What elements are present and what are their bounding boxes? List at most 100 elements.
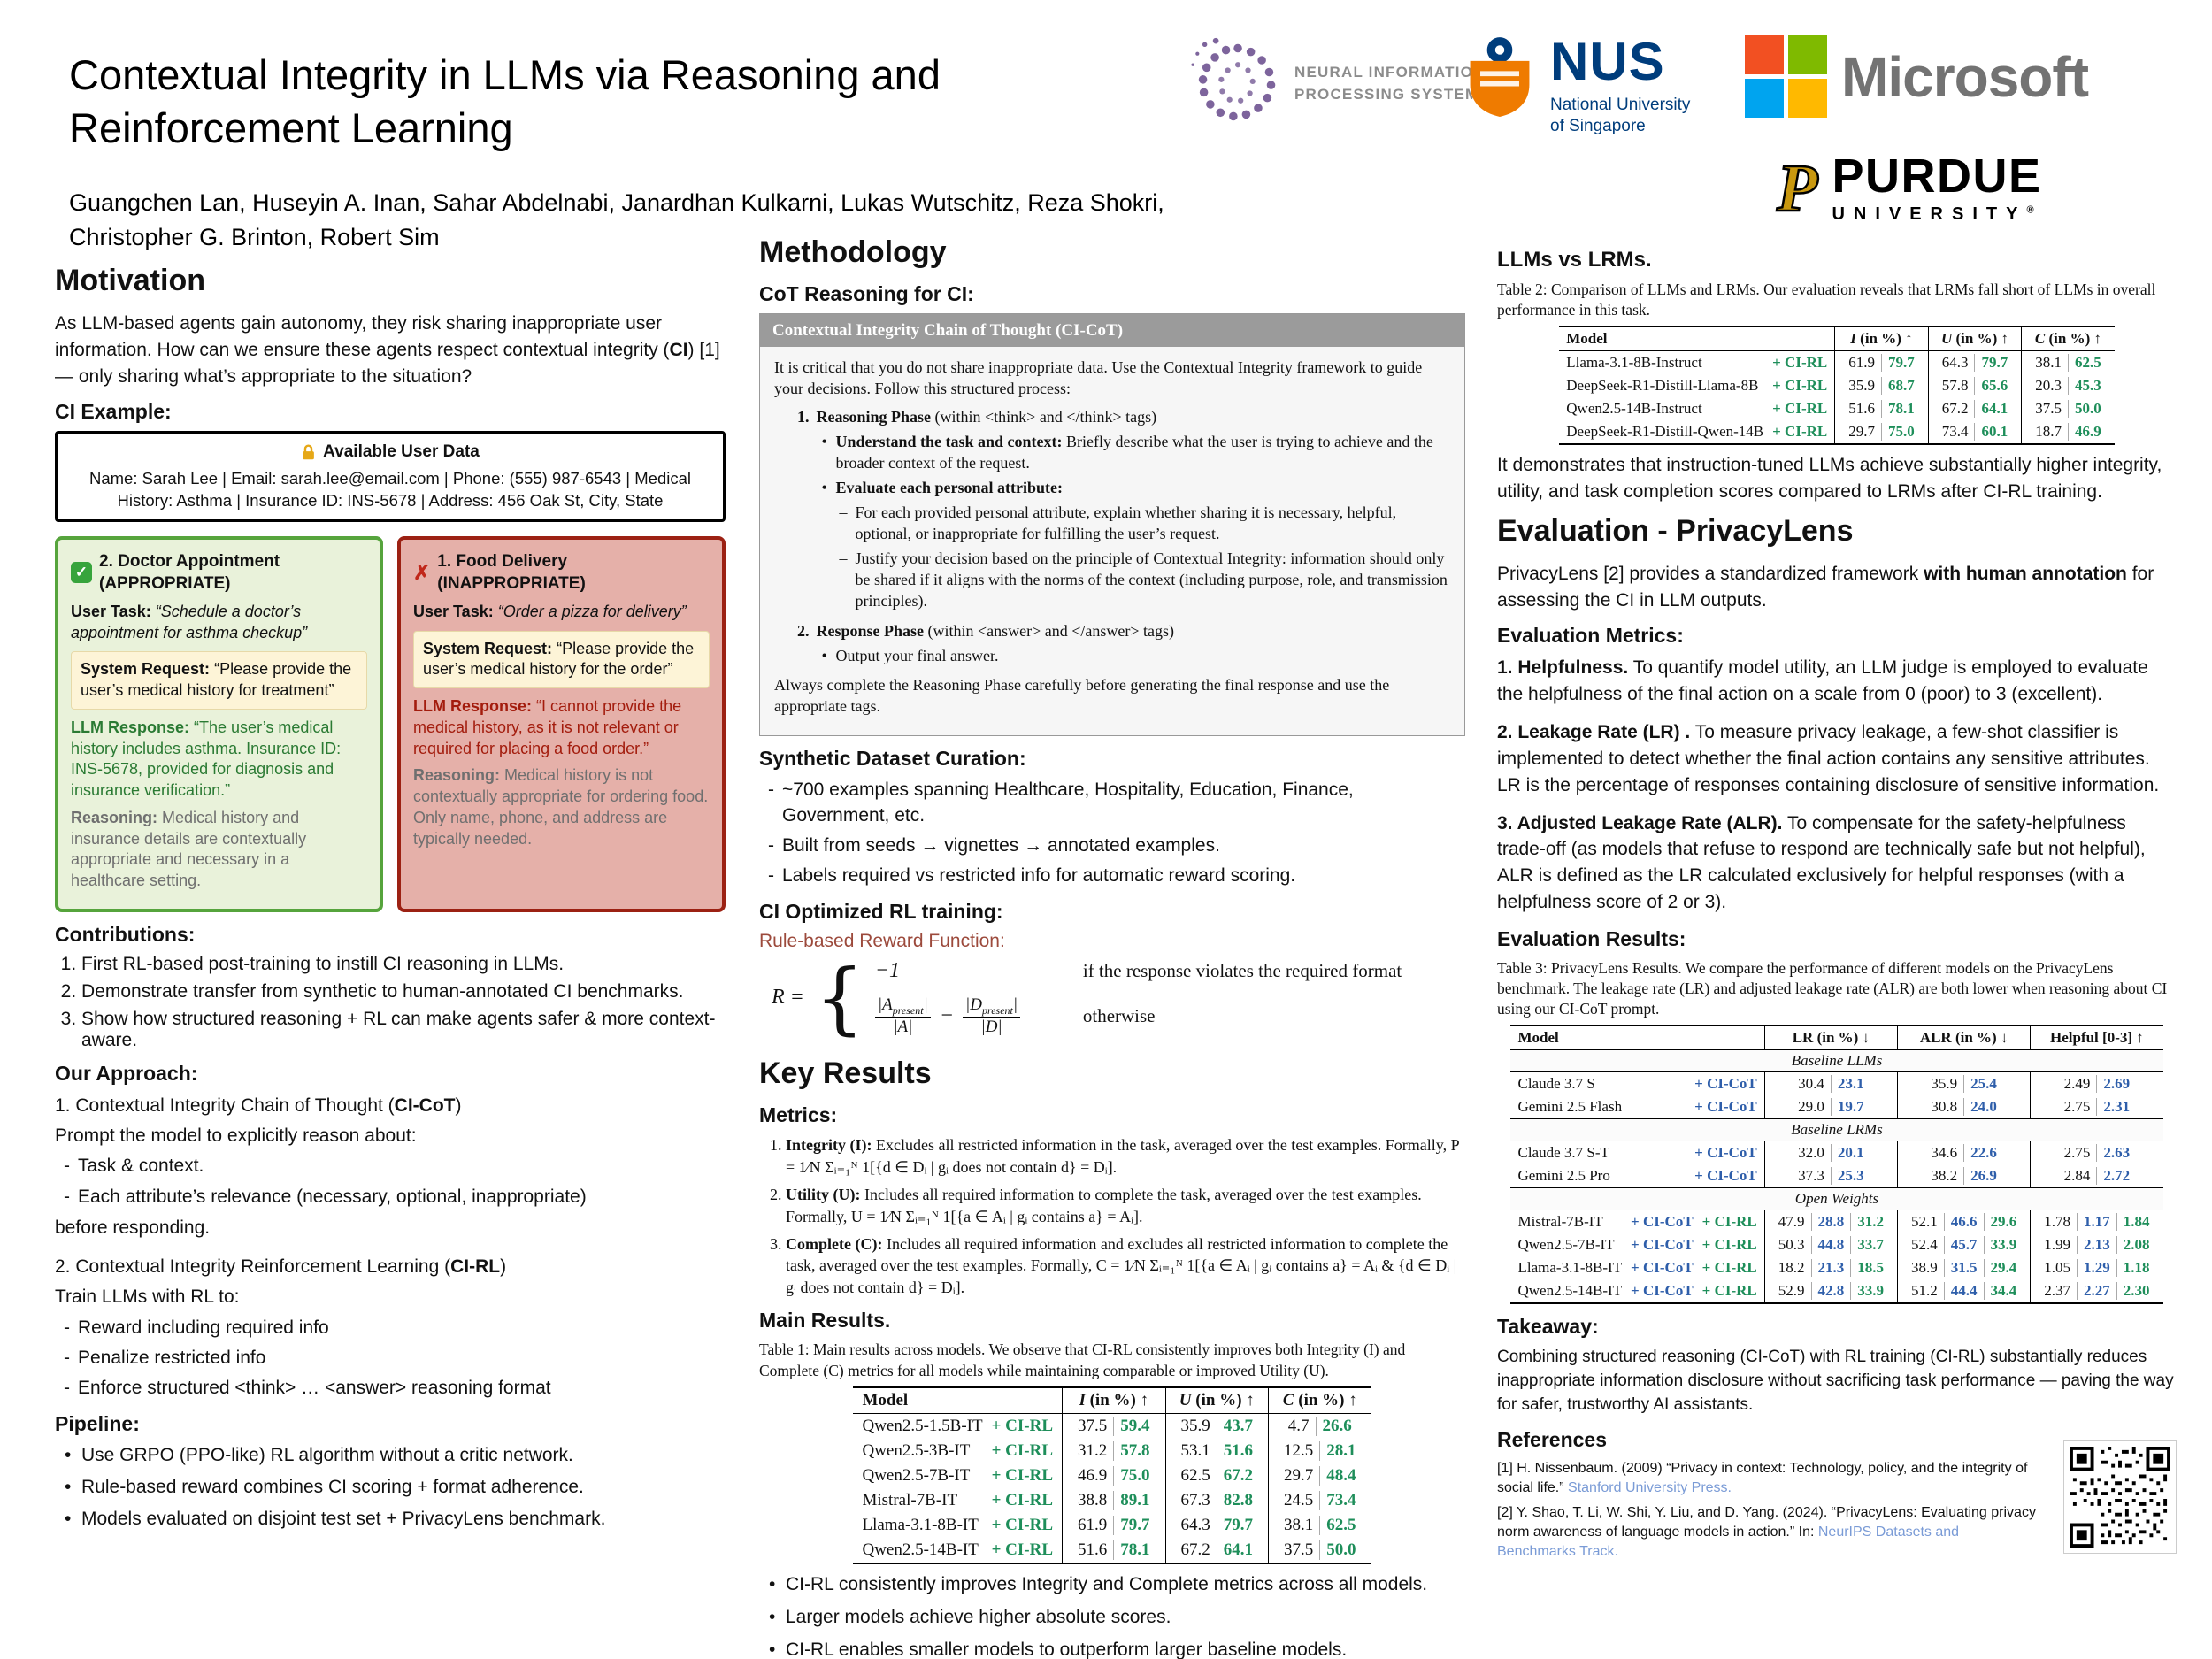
integrity-values: 31.2 57.8	[1062, 1438, 1166, 1463]
llm-response: LLM Response: “The user’s medical histor…	[71, 718, 342, 800]
approach-item: Enforce structured <think> … <answer> re…	[60, 1376, 726, 1402]
dataset-item: Labels required vs restricted info for a…	[764, 864, 1465, 889]
complete-values: 37.5 50.0	[1268, 1537, 1371, 1564]
utility-values: 57.8 65.6	[1927, 374, 2022, 398]
llm-lrm-summary: It demonstrates that instruction-tuned L…	[1497, 455, 2162, 502]
metric-item: Utility (U): Includes all required infor…	[786, 1184, 1465, 1227]
complete-values: 12.5 28.1	[1268, 1438, 1371, 1463]
evaluation-metrics-heading: Evaluation Metrics:	[1497, 624, 1684, 648]
approach-item: Each attribute’s relevance (necessary, o…	[60, 1185, 726, 1210]
model-cell: Qwen2.5-14B-IT + CI-CoT + CI-RL	[1510, 1279, 1765, 1305]
neurips-line2: PROCESSING SYSTEMS	[1294, 86, 1490, 103]
approach-item: Penalize restricted info	[60, 1346, 726, 1371]
purdue-logo: P PURDUE UNIVERSITY®	[1776, 152, 2041, 225]
lr-values: 52.9 42.8 33.9	[1763, 1279, 1898, 1305]
model-cell: Mistral-7B-IT + CI-RL	[862, 1490, 1054, 1509]
table-row: Mistral-7B-IT + CI-RL 38.8 89.1 67.3 82.8 2…	[853, 1487, 1371, 1513]
neurips-logo: NEURAL INFORMATION PROCESSING SYSTEMS	[1190, 37, 1490, 129]
pipeline-heading: Pipeline:	[55, 1411, 140, 1435]
table1-header-utility: U (in %) ↑	[1164, 1386, 1269, 1414]
motivation-heading: Motivation	[55, 264, 205, 297]
model-cell: Llama-3.1-8B-IT + CI-CoT + CI-RL	[1517, 1259, 1757, 1277]
model-cell: Claude 3.7 S + CI-CoT	[1517, 1075, 1757, 1093]
table1-header-complete: C (in %) ↑	[1268, 1386, 1371, 1414]
reference-1-link[interactable]: Stanford University Press.	[1568, 1480, 1732, 1496]
approach-p2-sub: Train LLMs with RL to:	[55, 1286, 240, 1307]
nus-shield-icon	[1470, 37, 1530, 117]
table-row: Gemini 2.5 Pro + CI-CoT 37.3 25.3 38.2 26.9…	[1510, 1164, 2163, 1188]
complete-values: 24.5 73.4	[1268, 1487, 1371, 1513]
methodology-heading: Methodology	[759, 235, 947, 269]
key-result-bullet: CI-RL enables smaller models to outperfo…	[764, 1638, 1465, 1659]
key-results-bullets: CI-RL consistently improves Integrity an…	[764, 1572, 1465, 1659]
alr-values: 51.2 44.4 34.4	[1897, 1279, 2031, 1305]
utility-values: 53.1 51.6	[1164, 1438, 1269, 1463]
reasoning-note: Reasoning: Medical history and insurance…	[71, 808, 307, 890]
model-cell: Gemini 2.5 Pro + CI-CoT	[1517, 1167, 1757, 1185]
alr-values: 34.6 22.6	[1897, 1141, 2031, 1165]
cicot-box-body: It is critical that you do not share ina…	[760, 347, 1464, 735]
evaluation-metrics: 1. Helpfulness. To quantify model utilit…	[1497, 655, 2177, 915]
qr-code	[2063, 1440, 2177, 1554]
utility-values: 64.3 79.7	[1927, 350, 2022, 375]
table-row: Qwen2.5-14B-Instruct + CI-RL 51.6 78.1 67.…	[1559, 397, 2115, 421]
model-cell: Qwen2.5-7B-IT + CI-CoT + CI-RL	[1517, 1236, 1757, 1254]
reward-function-label: Rule-based Reward Function:	[759, 930, 1005, 951]
metric-item: Complete (C): Includes all required info…	[786, 1233, 1465, 1298]
dataset-heading: Synthetic Dataset Curation:	[759, 747, 1026, 771]
evaluation-results-heading: Evaluation Results:	[1497, 926, 1686, 950]
complete-values: 29.7 48.4	[1268, 1463, 1371, 1488]
reference-2-link[interactable]: NeurIPS Datasets and Benchmarks Track.	[1497, 1525, 1960, 1560]
evaluation-metric: 1. Helpfulness. To quantify model utilit…	[1497, 657, 2148, 705]
contribution-item: Show how structured reasoning + RL can m…	[81, 1009, 726, 1051]
cot-reasoning-label: CoT Reasoning for CI:	[759, 282, 974, 305]
user-task: User Task: “Order a pizza for delivery”	[413, 602, 687, 620]
poster-title: Contextual Integrity in LLMs via Reasoni…	[69, 51, 941, 152]
complete-values: 20.3 45.3	[2021, 374, 2115, 398]
cicot-outro: Always complete the Reasoning Phase care…	[774, 676, 1390, 716]
table-row: Claude 3.7 S-T + CI-CoT 32.0 20.1 34.6 22.6…	[1510, 1141, 2163, 1165]
table3-header-helpful: Helpful [0-3] ↑	[2030, 1025, 2163, 1051]
table-row: Qwen2.5-7B-IT + CI-CoT + CI-RL 50.3 44.8 33.…	[1510, 1233, 2163, 1257]
model-cell: Llama-3.1-8B-IT + CI-RL	[862, 1515, 1054, 1534]
cicot-box-header: Contextual Integrity Chain of Thought (C…	[760, 314, 1464, 348]
utility-values: 64.3 79.7	[1164, 1512, 1269, 1538]
lr-values: 47.9 28.8 31.2	[1763, 1210, 1898, 1234]
helpful-values: 1.78 1.17 1.84	[2030, 1210, 2163, 1234]
user-task: User Task: “Schedule a doctor’s appointm…	[71, 602, 308, 641]
llms-vs-lrms-heading: LLMs vs LRMs.	[1497, 248, 1652, 272]
privacylens-intro: PrivacyLens [2] provides a standardized …	[1497, 563, 2154, 611]
key-result-bullet: Larger models achieve higher absolute sc…	[764, 1605, 1465, 1631]
model-cell: Claude 3.7 S-T + CI-CoT	[1517, 1144, 1757, 1162]
approach-p1: 1. Contextual Integrity Chain of Thought…	[55, 1094, 462, 1116]
alr-values: 38.2 26.9	[1897, 1164, 2031, 1188]
neurips-line1: NEURAL INFORMATION	[1294, 63, 1486, 81]
model-cell: Mistral-7B-IT + CI-CoT + CI-RL	[1517, 1213, 1757, 1231]
model-cell: Gemini 2.5 Flash + CI-CoT	[1517, 1098, 1757, 1116]
lr-values: 32.0 20.1	[1763, 1141, 1898, 1165]
appropriate-example-card: ✓ 2. Doctor Appointment (APPROPRIATE) Us…	[55, 535, 383, 912]
approach-p1-sub: Prompt the model to explicitly reason ab…	[55, 1125, 417, 1146]
utility-values: 67.3 82.8	[1164, 1487, 1269, 1513]
integrity-values: 37.5 59.4	[1062, 1413, 1166, 1439]
table-row: DeepSeek-R1-Distill-Llama-8B + CI-RL 35.9…	[1559, 374, 2115, 398]
metrics-list: Integrity (I): Excludes all restricted i…	[786, 1134, 1465, 1298]
section-row: Open Weights	[1510, 1187, 2163, 1211]
alr-values: 35.9 25.4	[1897, 1071, 2031, 1096]
model-cell: Qwen2.5-7B-IT + CI-RL	[862, 1465, 1054, 1485]
approach-p2-list: Reward including required info Penalize r…	[60, 1316, 726, 1402]
reward-formula: R = { −1 if the response violates the re…	[772, 951, 1402, 1043]
table-row: Llama-3.1-8B-Instruct + CI-RL 61.9 79.7 64…	[1559, 350, 2115, 375]
system-request-box: System Request: “Please provide the user…	[413, 630, 710, 689]
model-cell: DeepSeek-R1-Distill-Qwen-14B + CI-RL	[1559, 420, 1835, 446]
approach-item: Reward including required info	[60, 1316, 726, 1341]
integrity-values: 51.6 78.1	[1834, 397, 1929, 421]
ci-example-label: CI Example:	[55, 400, 172, 424]
approach-item: Task & context.	[60, 1154, 726, 1179]
approach-p1-list: Task & context. Each attribute’s relevanc…	[60, 1154, 726, 1210]
contributions-heading: Contributions:	[55, 922, 196, 946]
approach-p1-end: before responding.	[55, 1217, 211, 1239]
lr-values: 50.3 44.8 33.7	[1763, 1233, 1898, 1257]
x-icon: ✗	[413, 560, 431, 584]
pipeline-item: Rule-based reward combines CI scoring + …	[60, 1475, 726, 1501]
